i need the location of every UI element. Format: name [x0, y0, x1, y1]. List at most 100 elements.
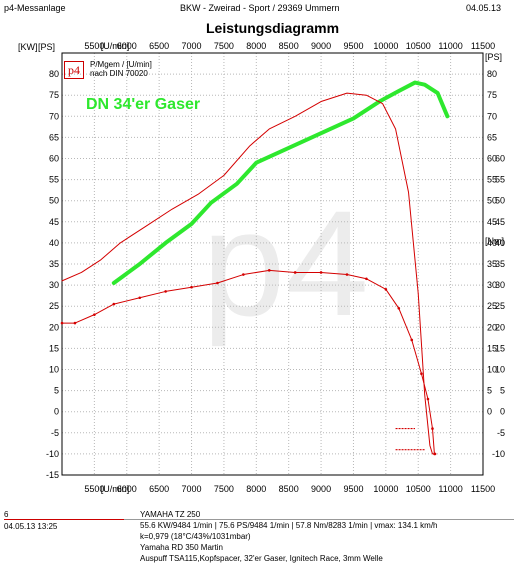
x-axis-label-top: [U/min]: [101, 41, 130, 51]
nm-tick-label-right: 20: [495, 322, 505, 332]
nm-tick-label-right: 30: [495, 280, 505, 290]
nm-tick-label-right: 0: [500, 407, 505, 417]
torque-point: [164, 290, 167, 293]
x-tick-label-top: 9000: [311, 41, 331, 51]
ps-tick-label-right: 30: [487, 280, 497, 290]
ps-tick-label-right: 15: [487, 343, 497, 353]
nm-tick-label-right: 5: [500, 386, 505, 396]
torque-point: [420, 372, 423, 376]
y-tick-label-left: 0: [54, 407, 59, 417]
ps-tick-label-right: 70: [487, 111, 497, 121]
ps-tick-label-right: 75: [487, 90, 497, 100]
ps-tick-label-right: 0: [487, 407, 492, 417]
y-tick-label-left: -15: [46, 470, 59, 480]
shop-header: BKW - Zweirad - Sport / 29369 Ummern: [180, 3, 340, 13]
nm-tick-label-right: -5: [497, 428, 505, 438]
y-tick-label-left: 10: [49, 365, 59, 375]
ps-tick-label-right: 5: [487, 386, 492, 396]
y-tick-label-left: 15: [49, 343, 59, 353]
run-datetime: 04.05.13 13:25: [4, 522, 58, 531]
torque-point: [410, 338, 414, 342]
ps-tick-label-right: 65: [487, 132, 497, 142]
ps-tick-label-right: 80: [487, 69, 497, 79]
nm-tick-label-right: 25: [495, 301, 505, 311]
owner: Yamaha RD 350 Martin: [140, 543, 223, 552]
y-tick-label-left: 25: [49, 301, 59, 311]
y-axis-unit-ps: [PS]: [38, 42, 55, 52]
x-tick-label-top: 5500: [84, 41, 104, 51]
nm-tick-label-right: 45: [495, 217, 505, 227]
x-tick-label-bottom: 8500: [279, 484, 299, 494]
x-tick-label-bottom: 11000: [438, 484, 462, 494]
torque-point: [345, 273, 349, 276]
nm-tick-label-right: -10: [492, 449, 505, 459]
torque-point: [73, 321, 77, 325]
run-color-line: [4, 519, 124, 520]
power-specs: 55.6 KW/9484 1/min | 75.6 PS/9484 1/min …: [140, 521, 438, 530]
vehicle-model: YAMAHA TZ 250: [140, 510, 201, 519]
ps-tick-label-right: 60: [487, 154, 497, 164]
torque-point: [397, 307, 401, 310]
torque-point: [138, 296, 142, 300]
y-tick-label-left: 35: [49, 259, 59, 269]
series-line-3: [61, 269, 436, 455]
run-info-footer: 6 04.05.13 13:25 YAMAHA TZ 250 55.6 KW/9…: [0, 508, 516, 569]
y-tick-label-left: 60: [49, 154, 59, 164]
x-tick-label-top: 7000: [182, 41, 202, 51]
ps-tick-label-right: 20: [487, 322, 497, 332]
ps-tick-label-right: 10: [487, 365, 497, 375]
x-tick-label-top: 10000: [373, 41, 398, 51]
y-tick-label-left: 40: [49, 238, 59, 248]
x-tick-label-top: 9500: [343, 41, 363, 51]
x-tick-label-bottom: 6000: [117, 484, 137, 494]
right-axis-unit-ps: [PS]: [485, 52, 502, 62]
x-tick-label-top: 11000: [438, 41, 462, 51]
torque-point: [384, 288, 388, 291]
x-tick-label-top: 10500: [406, 41, 431, 51]
torque-point: [365, 277, 368, 281]
dyno-chart: p4 5500550060006000650065007000700075007…: [18, 41, 505, 494]
x-tick-label-top: 11500: [471, 41, 495, 51]
y-tick-label-left: 45: [49, 217, 59, 227]
x-axis-label-bottom: [U/min]: [101, 484, 130, 494]
ps-tick-label-right: 50: [487, 196, 497, 206]
app-title: p4-Messanlage: [4, 3, 66, 13]
x-tick-label-top: 8500: [279, 41, 299, 51]
torque-point: [93, 313, 96, 316]
y-tick-label-left: 65: [49, 132, 59, 142]
plot-frame: [61, 52, 484, 476]
x-tick-label-bottom: 8000: [246, 484, 266, 494]
y-tick-label-left: 55: [49, 175, 59, 185]
torque-point: [190, 285, 193, 289]
x-tick-label-bottom: 6500: [149, 484, 169, 494]
torque-point: [319, 271, 323, 274]
footer-divider: [124, 519, 514, 520]
y-tick-label-left: 30: [49, 280, 59, 290]
x-tick-label-bottom: 7500: [214, 484, 234, 494]
x-tick-label-bottom: 10000: [373, 484, 398, 494]
torque-point: [216, 281, 219, 285]
x-tick-label-bottom: 11500: [471, 484, 495, 494]
ps-tick-label-right: 40: [487, 238, 497, 248]
p4-logo: p4: [64, 61, 84, 79]
y-tick-label-left: 20: [49, 322, 59, 332]
torque-point: [242, 273, 245, 276]
run-number: 6: [4, 510, 9, 519]
torque-point: [112, 302, 116, 306]
x-tick-label-bottom: 9500: [343, 484, 363, 494]
y-tick-label-left: -5: [51, 428, 59, 438]
torque-point: [433, 452, 437, 456]
nm-tick-label-right: 40: [495, 238, 505, 248]
y-tick-label-left: 80: [49, 69, 59, 79]
setup-notes: Auspuff TSA115,Kopfspacer, 32'er Gaser, …: [140, 554, 383, 563]
y-axis-unit-kw: [KW]: [18, 42, 38, 52]
chart-title: Leistungsdiagramm: [206, 20, 340, 36]
y-tick-label-left: -10: [46, 449, 59, 459]
x-tick-label-bottom: 7000: [182, 484, 202, 494]
nm-tick-label-right: 50: [495, 196, 505, 206]
torque-point: [431, 427, 434, 430]
series-line-2: [61, 92, 433, 455]
torque-point: [293, 271, 297, 274]
torque-point: [60, 321, 64, 325]
series-annotation: DN 34'er Gaser: [86, 96, 201, 113]
